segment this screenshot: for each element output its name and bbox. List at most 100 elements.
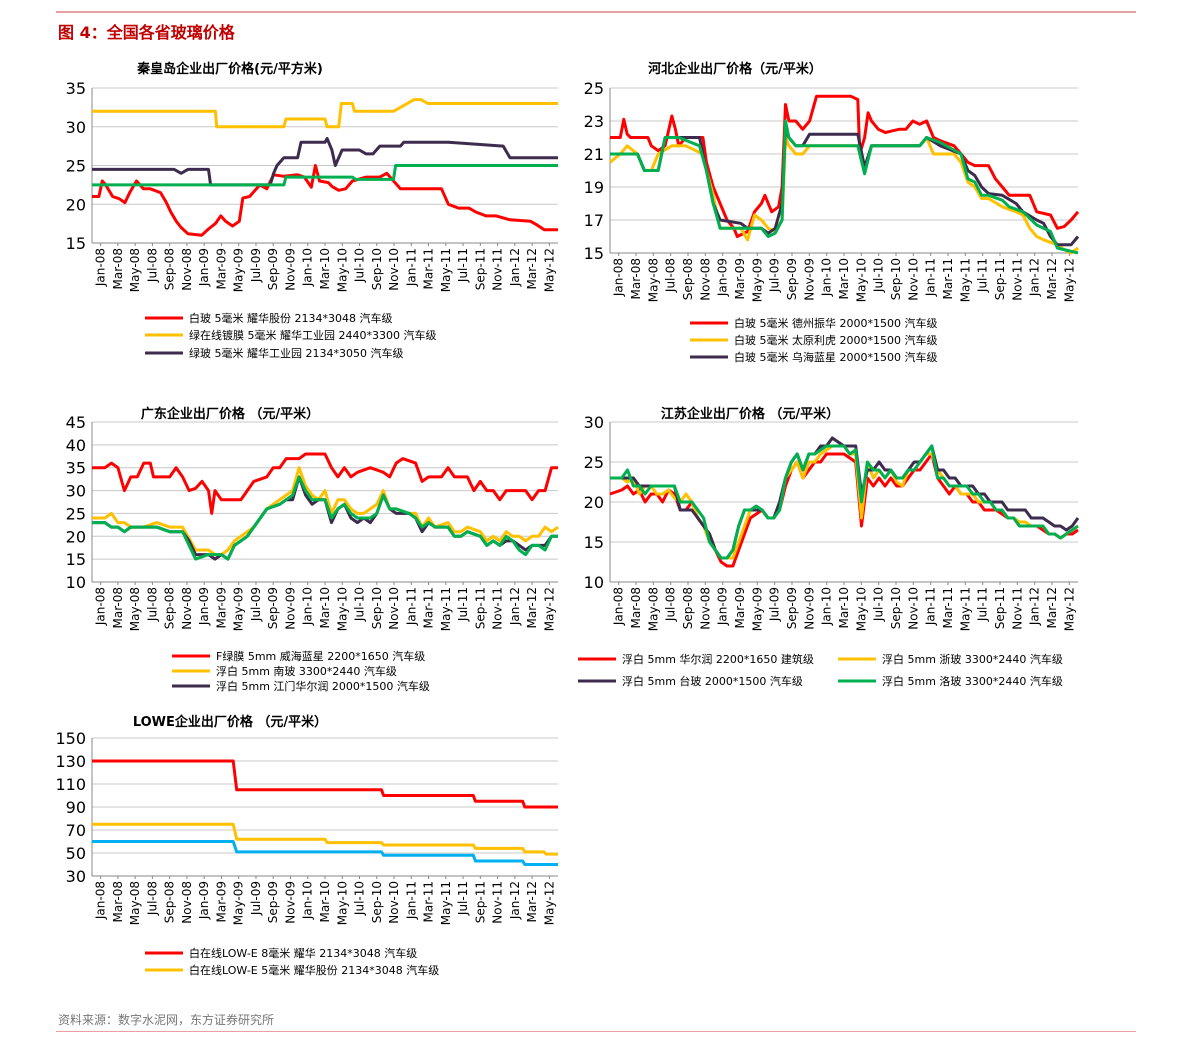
- y-tick-label: 15: [584, 533, 604, 552]
- x-tick-label: May-09: [232, 248, 246, 292]
- x-tick-label: Nov-10: [906, 258, 920, 301]
- y-tick-label: 10: [584, 573, 604, 592]
- x-tick-label: Jul-10: [872, 587, 886, 622]
- x-tick-label: Sep-09: [266, 881, 280, 923]
- y-tick-label: 35: [66, 79, 86, 98]
- y-tick-label: 30: [66, 118, 86, 137]
- x-tick-label: May-08: [128, 881, 142, 925]
- x-tick-label: Mar-09: [214, 587, 228, 628]
- x-tick-label: Jul-08: [664, 587, 678, 622]
- x-tick-label: Jul-08: [145, 881, 159, 916]
- x-tick-label: Nov-08: [698, 258, 712, 301]
- x-tick-label: May-11: [958, 258, 972, 302]
- x-tick-label: May-10: [335, 881, 349, 925]
- x-tick-label: Sep-10: [889, 587, 903, 629]
- legend-label: 白玻 5毫米 耀华股份 2134*3048 汽车级: [189, 311, 392, 325]
- x-tick-label: Jul-08: [145, 587, 159, 622]
- chart-title: 江苏企业出厂价格 （元/平米）: [661, 406, 839, 422]
- y-tick-label: 25: [66, 157, 86, 176]
- x-tick-label: Jul-11: [456, 248, 470, 283]
- series-line-4: [92, 164, 558, 187]
- x-tick-label: Sep-09: [785, 258, 799, 300]
- x-tick-label: Sep-10: [370, 587, 384, 629]
- x-tick-label: Nov-08: [698, 587, 712, 630]
- y-tick-label: 30: [66, 482, 86, 501]
- x-tick-label: Nov-11: [491, 248, 505, 291]
- x-tick-label: Jan-12: [1028, 258, 1042, 297]
- y-tick-label: 15: [66, 234, 86, 253]
- x-tick-label: Jan-12: [508, 881, 522, 920]
- series-line-1: [92, 759, 558, 809]
- x-tick-label: Mar-09: [733, 587, 747, 628]
- x-tick-label: Sep-09: [785, 587, 799, 629]
- y-tick-label: 15: [66, 550, 86, 569]
- x-tick-label: Nov-10: [906, 587, 920, 630]
- y-tick-label: 40: [66, 436, 86, 455]
- x-tick-label: Mar-08: [629, 258, 643, 299]
- x-tick-label: May-08: [646, 258, 660, 302]
- y-tick-label: 50: [66, 844, 86, 863]
- x-tick-label: Sep-08: [163, 587, 177, 629]
- series-line-1: [92, 452, 558, 515]
- x-tick-label: May-11: [439, 881, 453, 925]
- x-tick-label: May-10: [335, 587, 349, 631]
- y-tick-label: 20: [66, 195, 86, 214]
- x-tick-label: Mar-12: [1045, 258, 1059, 299]
- x-tick-label: May-11: [439, 587, 453, 631]
- x-tick-label: Jan-10: [301, 587, 315, 626]
- x-tick-label: Nov-09: [283, 881, 297, 924]
- x-tick-label: Jul-10: [872, 258, 886, 293]
- x-tick-label: May-12: [542, 248, 556, 292]
- legend-label: 浮白 5mm 江门华尔润 2000*1500 汽车级: [216, 679, 430, 693]
- chart-panel-5: LOWE企业出厂价格 （元/平米） 30 50 70 90 110 130 150 Jan-08…: [55, 714, 558, 977]
- y-tick-label: 25: [66, 504, 86, 523]
- legend-label: 浮白 5mm 南玻 3300*2440 汽车级: [216, 664, 397, 678]
- x-tick-label: Jan-10: [820, 587, 834, 626]
- x-tick-label: Sep-08: [163, 248, 177, 290]
- x-tick-label: Jul-11: [456, 587, 470, 622]
- x-tick-label: Jul-09: [249, 881, 263, 916]
- x-tick-label: Sep-11: [473, 248, 487, 290]
- x-tick-label: Nov-08: [180, 587, 194, 630]
- chart-title: 广东企业出厂价格 （元/平米）: [141, 406, 319, 422]
- legend-label: 浮白 5mm 华尔润 2200*1650 建筑级: [622, 652, 814, 666]
- x-tick-label: Jan-08: [94, 587, 108, 626]
- y-tick-label: 45: [66, 413, 86, 432]
- y-tick-label: 30: [66, 867, 86, 886]
- x-tick-label: Jul-10: [353, 587, 367, 622]
- x-tick-label: Jan-09: [197, 881, 211, 920]
- x-tick-label: May-08: [128, 587, 142, 631]
- x-tick-label: Sep-09: [266, 248, 280, 290]
- x-tick-label: Sep-10: [370, 248, 384, 290]
- y-tick-label: 25: [584, 453, 604, 472]
- x-tick-label: Jul-11: [976, 258, 990, 293]
- x-tick-label: Jan-11: [404, 587, 418, 626]
- y-tick-label: 10: [66, 573, 86, 592]
- x-tick-label: Jul-08: [145, 248, 159, 283]
- y-tick-label: 70: [66, 821, 86, 840]
- y-tick-label: 23: [584, 112, 604, 131]
- x-tick-label: Mar-10: [318, 587, 332, 628]
- x-tick-label: Jan-11: [404, 248, 418, 287]
- x-tick-label: Nov-09: [802, 258, 816, 301]
- y-tick-label: 15: [584, 244, 604, 263]
- legend-label: 白玻 5毫米 乌海蓝星 2000*1500 汽车级: [734, 350, 937, 364]
- series-line-2: [92, 822, 558, 856]
- x-tick-label: Mar-10: [837, 258, 851, 299]
- y-tick-label: 110: [55, 775, 86, 794]
- x-tick-label: May-12: [1062, 587, 1076, 631]
- x-tick-label: May-11: [439, 248, 453, 292]
- x-tick-label: Jan-11: [924, 258, 938, 297]
- x-tick-label: Nov-11: [1010, 258, 1024, 301]
- x-tick-label: Mar-09: [214, 881, 228, 922]
- y-tick-label: 35: [66, 459, 86, 478]
- x-tick-label: Mar-12: [525, 587, 539, 628]
- x-tick-label: Jan-09: [716, 258, 730, 297]
- x-tick-label: Jan-08: [94, 881, 108, 920]
- series-line-2: [92, 98, 558, 129]
- y-tick-label: 90: [66, 798, 86, 817]
- series-line-4: [92, 475, 558, 561]
- x-tick-label: Jan-08: [94, 248, 108, 287]
